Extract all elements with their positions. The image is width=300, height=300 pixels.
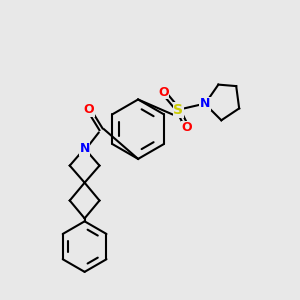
Text: N: N <box>80 142 90 155</box>
Text: O: O <box>182 121 193 134</box>
Text: S: S <box>173 103 183 117</box>
Text: O: O <box>84 103 94 116</box>
Text: N: N <box>200 98 210 110</box>
Text: O: O <box>158 85 169 98</box>
